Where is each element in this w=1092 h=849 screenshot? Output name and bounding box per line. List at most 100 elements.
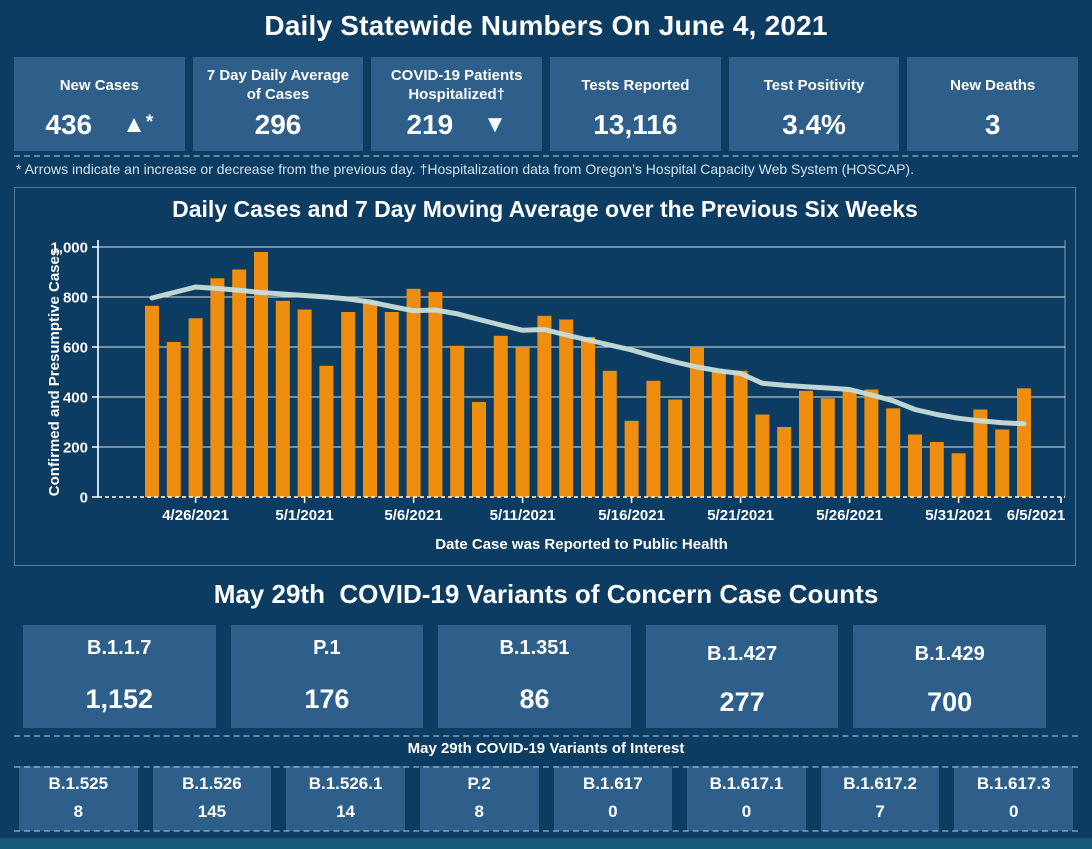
daily-cases-bar-5/31/2021[interactable]: [951, 453, 966, 498]
concern-card-b.1.429[interactable]: B.1.429 700: [853, 625, 1046, 728]
kpi-card-5[interactable]: New Deaths 3: [907, 57, 1079, 151]
daily-cases-bar-5/5/2021[interactable]: [384, 312, 399, 497]
daily-cases-bar-4/29/2021[interactable]: [254, 252, 268, 497]
kpi-value: 219: [406, 109, 454, 140]
daily-cases-bar-5/14/2021[interactable]: [581, 337, 595, 497]
y-tick-label: 1,000: [50, 240, 88, 257]
daily-cases-bar-6/2/2021[interactable]: [995, 429, 1010, 498]
daily-cases-bar-5/17/2021[interactable]: [646, 380, 661, 498]
daily-cases-bar-5/1/2021[interactable]: [297, 309, 312, 498]
interest-card-p.2[interactable]: P.2 8: [419, 766, 539, 831]
interest-card-b.1.617[interactable]: B.1.617 0: [553, 766, 673, 831]
interest-card-b.1.526[interactable]: B.1.526 145: [152, 766, 272, 831]
daily-cases-bar-4/25/2021[interactable]: [166, 342, 181, 497]
variant-count: 0: [741, 802, 752, 821]
daily-cases-bar-5/23/2021[interactable]: [777, 427, 792, 497]
daily-cases-bar-4/30/2021[interactable]: [275, 300, 290, 498]
kpi-footnote-divider: [14, 155, 1078, 157]
daily-cases-bar-5/24/2021[interactable]: [799, 390, 813, 498]
daily-cases-bar-4/27/2021[interactable]: [210, 278, 225, 498]
interest-card-b.1.525[interactable]: B.1.525 8: [19, 766, 138, 831]
kpi-card-2[interactable]: COVID-19 Patients Hospitalized† 219 ▼: [371, 57, 543, 151]
variant-count: 176: [304, 684, 350, 714]
variant-name: B.1.429: [914, 643, 985, 665]
daily-cases-bar-4/26/2021[interactable]: [188, 318, 203, 498]
variant-count: 8: [73, 802, 84, 821]
interest-card-b.1.617.1[interactable]: B.1.617.1 0: [687, 766, 806, 831]
daily-cases-bar-5/21/2021[interactable]: [733, 370, 748, 498]
x-tick-label: 6/5/2021: [1007, 507, 1065, 524]
kpi-label: Tests Reported: [581, 76, 690, 94]
daily-cases-bar-6/3/2021[interactable]: [1017, 388, 1031, 498]
variant-name: B.1.526.1: [308, 774, 383, 793]
x-tick-label: 4/26/2021: [162, 507, 229, 524]
variant-count: 145: [197, 802, 227, 821]
daily-cases-bar-5/30/2021[interactable]: [929, 442, 944, 497]
variant-name: B.1.351: [499, 637, 570, 659]
arrow-footnote-asterisk: *: [145, 112, 154, 133]
daily-cases-bar-5/10/2021[interactable]: [493, 335, 508, 498]
daily-cases-bar-5/22/2021[interactable]: [755, 414, 770, 498]
daily-cases-bar-5/4/2021[interactable]: [363, 300, 377, 498]
daily-cases-bar-5/19/2021[interactable]: [690, 347, 704, 497]
seven-day-average-line[interactable]: [149, 284, 1027, 427]
kpi-value: 296: [254, 109, 302, 140]
variant-count: 1,152: [85, 684, 154, 714]
concern-card-b.1.1.7[interactable]: B.1.1.7 1,152: [23, 625, 216, 728]
daily-cases-bar-5/29/2021[interactable]: [908, 434, 922, 498]
kpi-label: Test Positivity: [763, 76, 865, 94]
daily-cases-bar-5/11/2021[interactable]: [515, 347, 530, 497]
daily-cases-chart[interactable]: 0 200 400 600 800 1,000 4/26/2021 5/1/2021 5/6/2…: [15, 224, 1077, 564]
daily-cases-bar-5/8/2021[interactable]: [450, 345, 465, 498]
interest-card-b.1.526.1[interactable]: B.1.526.1 14: [286, 766, 405, 831]
daily-cases-bar-5/2/2021[interactable]: [319, 365, 334, 498]
daily-cases-bar-5/7/2021[interactable]: [428, 292, 443, 497]
daily-cases-bar-6/1/2021[interactable]: [973, 409, 988, 498]
daily-cases-bar-5/6/2021[interactable]: [406, 288, 421, 498]
y-tick-label: 600: [63, 340, 88, 357]
variant-count: 7: [875, 802, 885, 821]
daily-cases-bar-5/20/2021[interactable]: [711, 370, 726, 498]
variant-name: B.1.427: [707, 643, 778, 665]
daily-cases-bar-5/26/2021[interactable]: [842, 390, 857, 498]
daily-cases-bar-4/28/2021[interactable]: [232, 269, 247, 498]
daily-cases-bar-5/9/2021[interactable]: [472, 402, 486, 497]
kpi-value-row: 3.4%: [782, 109, 846, 141]
daily-cases-bar-5/12/2021[interactable]: [537, 315, 552, 498]
y-tick-label: 200: [63, 440, 88, 457]
daily-cases-bar-5/13/2021[interactable]: [559, 319, 574, 498]
concern-card-b.1.427[interactable]: B.1.427 277: [645, 625, 839, 728]
concern-card-p.1[interactable]: P.1 176: [230, 625, 424, 728]
daily-cases-bar-5/25/2021[interactable]: [820, 398, 835, 498]
variant-count: 0: [1008, 802, 1019, 821]
daily-cases-bar-5/27/2021[interactable]: [864, 389, 879, 498]
variant-name: B.1.1.7: [87, 637, 152, 659]
variant-count: 0: [608, 802, 618, 821]
y-tick-label: 800: [63, 290, 88, 307]
y-axis-title: Confirmed and Presumptive Cases: [46, 248, 63, 496]
daily-cases-bar-4/24/2021[interactable]: [145, 305, 159, 498]
kpi-card-4[interactable]: Test Positivity 3.4%: [728, 57, 900, 151]
daily-cases-bar-5/18/2021[interactable]: [668, 399, 683, 498]
kpi-label: New Cases: [59, 76, 139, 94]
kpi-card-1[interactable]: 7 Day Daily Average of Cases 296: [192, 57, 364, 151]
interest-card-b.1.617.3[interactable]: B.1.617.3 0: [954, 766, 1073, 831]
bottom-accent-strip: [0, 838, 1092, 849]
daily-cases-bar-5/28/2021[interactable]: [886, 408, 901, 498]
variant-name: B.1.525: [48, 774, 109, 793]
kpi-card-3[interactable]: Tests Reported 13,116: [550, 57, 721, 151]
x-tick-label: 5/1/2021: [275, 507, 333, 524]
interest-card-b.1.617.2[interactable]: B.1.617.2 7: [820, 766, 940, 831]
x-tick-label: 5/11/2021: [490, 507, 556, 524]
concern-card-b.1.351[interactable]: B.1.351 86: [438, 625, 631, 728]
kpi-value: 436: [45, 109, 93, 140]
kpi-card-0[interactable]: New Cases 436 ▲*: [14, 57, 185, 151]
daily-cases-bar-5/16/2021[interactable]: [624, 420, 639, 498]
daily-cases-bar-5/3/2021[interactable]: [341, 312, 356, 497]
x-tick-label: 5/6/2021: [384, 507, 442, 524]
kpi-label: New Deaths: [950, 76, 1036, 94]
variant-count: 700: [927, 687, 973, 717]
daily-cases-bar-5/15/2021[interactable]: [602, 370, 617, 498]
kpi-value-row: 219 ▼: [406, 109, 506, 141]
